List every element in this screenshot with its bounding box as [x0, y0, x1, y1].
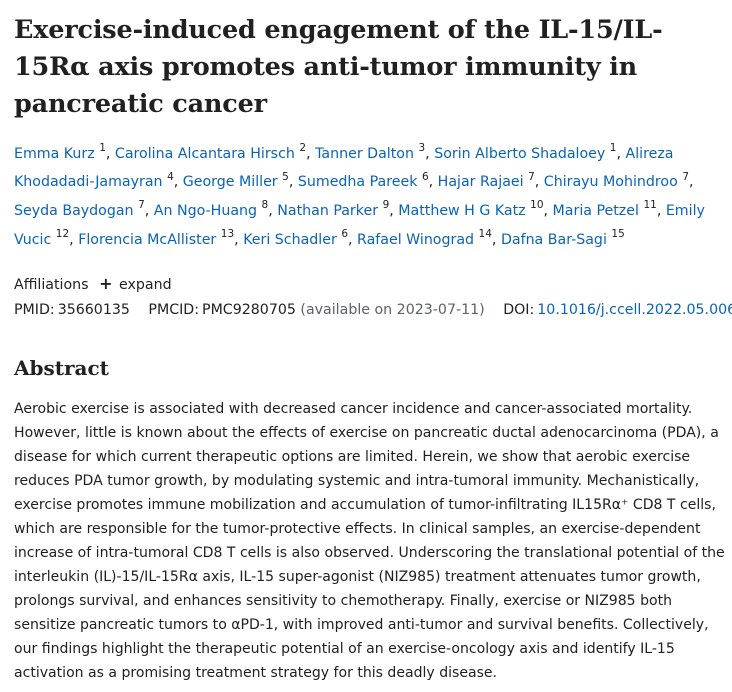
author-affiliation-number[interactable]: 3: [418, 142, 426, 154]
author-name-link[interactable]: Matthew H G Katz: [398, 203, 526, 220]
author-affiliation-number[interactable]: 14: [478, 228, 492, 241]
author-item: George Miller 5,: [182, 170, 298, 191]
author-item: Rafael Winograd 14,: [357, 228, 501, 248]
author-item: Hajar Rajaei 7,: [437, 170, 544, 191]
author-affiliation-number[interactable]: 5: [282, 170, 289, 183]
author-name-link[interactable]: Nathan Parker: [277, 203, 379, 220]
author-item: Florencia McAllister 13,: [78, 228, 244, 248]
identifiers-row: PMID: 35660135 PMCID: PMC9280705 (availabl…: [14, 298, 732, 322]
author-item: Sumedha Pareek 6,: [297, 170, 438, 191]
doi-link[interactable]: 10.1016/j.ccell.2022.05.006: [537, 302, 732, 318]
affiliations-row: Affiliations + expand: [14, 272, 172, 297]
author-item: Chirayu Mohindroo 7,: [543, 170, 694, 191]
author-name-link[interactable]: Rafael Winograd: [357, 231, 475, 248]
author-name-link[interactable]: Keri Schadler: [243, 231, 337, 248]
author-list: Emma Kurz 1, Carolina Alcantara Hirsch 2…: [14, 137, 726, 252]
author-name-link[interactable]: Emily Vucic: [14, 203, 705, 248]
author-affiliation-number[interactable]: 1: [609, 142, 617, 154]
author-item: Keri Schadler 6,: [243, 228, 358, 248]
author-item: Tanner Dalton 3,: [315, 142, 435, 162]
author-item: Emily Vucic 12,: [14, 203, 705, 248]
author-item: Maria Petzel 11,: [552, 199, 666, 220]
author-name-link[interactable]: Tanner Dalton: [315, 145, 414, 162]
author-name-link[interactable]: Chirayu Mohindroo: [543, 174, 678, 191]
author-affiliation-number[interactable]: 7: [528, 170, 535, 183]
pmcid-availability-note: (available on 2023-07-11): [300, 302, 485, 318]
author-item: An Ngo-Huang 8,: [153, 199, 278, 220]
author-affiliation-number[interactable]: 8: [261, 199, 269, 212]
author-affiliation-number[interactable]: 7: [682, 170, 689, 183]
author-affiliation-number[interactable]: 7: [138, 199, 145, 212]
author-item: Dafna Bar-Sagi 15: [500, 228, 625, 248]
author-affiliation-number[interactable]: 6: [341, 228, 349, 241]
author-name-link[interactable]: Seyda Baydogan: [14, 203, 134, 220]
author-name-link[interactable]: Sumedha Pareek: [297, 174, 418, 191]
author-affiliation-number[interactable]: 11: [643, 199, 657, 212]
doi-item: DOI: 10.1016/j.ccell.2022.05.006: [503, 302, 732, 318]
author-name-link[interactable]: Maria Petzel: [552, 203, 639, 220]
author-item: Emma Kurz 1,: [14, 142, 115, 162]
author-affiliation-number[interactable]: 12: [55, 228, 70, 241]
author-name-link[interactable]: Carolina Alcantara Hirsch: [114, 145, 295, 162]
pmcid-item: PMCID: PMC9280705 (available on 2023-07-1…: [148, 302, 489, 318]
author-affiliation-number[interactable]: 15: [611, 228, 625, 241]
article-title: Exercise-induced engagement of the IL-15…: [14, 15, 663, 119]
author-name-link[interactable]: Hajar Rajaei: [437, 174, 524, 191]
pmid-value: 35660135: [57, 302, 130, 318]
pmcid-label: PMCID:: [148, 302, 200, 318]
affiliations-label: Affiliations: [14, 277, 89, 293]
author-name-link[interactable]: George Miller: [182, 174, 278, 191]
author-item: Alireza Khodadadi-Jamayran 4,: [14, 145, 674, 191]
author-name-link[interactable]: Sorin Alberto Shadaloey: [434, 145, 606, 162]
pmid-item: PMID: 35660135: [14, 302, 134, 318]
author-affiliation-number[interactable]: 4: [167, 170, 174, 183]
author-affiliation-number[interactable]: 1: [99, 142, 106, 154]
plus-icon: +: [99, 274, 113, 293]
author-affiliation-number[interactable]: 9: [382, 199, 390, 212]
author-item: Carolina Alcantara Hirsch 2,: [114, 142, 316, 162]
author-affiliation-number[interactable]: 13: [220, 228, 235, 241]
abstract-text: Aerobic exercise is associated with decr…: [14, 401, 725, 681]
author-name-link[interactable]: Emma Kurz: [14, 145, 95, 162]
affiliations-expand-button[interactable]: + expand: [99, 274, 172, 293]
author-affiliation-number[interactable]: 2: [299, 142, 307, 154]
doi-label: DOI:: [503, 302, 535, 318]
author-name-link[interactable]: Florencia McAllister: [78, 231, 217, 248]
author-name-link[interactable]: An Ngo-Huang: [153, 203, 258, 220]
author-item: Matthew H G Katz 10,: [398, 199, 553, 220]
author-item: Seyda Baydogan 7,: [14, 199, 154, 220]
author-affiliation-number[interactable]: 10: [530, 199, 544, 212]
author-affiliation-number[interactable]: 6: [421, 170, 429, 183]
author-name-link[interactable]: Dafna Bar-Sagi: [500, 231, 607, 248]
author-item: Sorin Alberto Shadaloey 1,: [434, 142, 626, 162]
pmid-label: PMID:: [14, 302, 55, 318]
expand-label: expand: [119, 277, 172, 293]
pmcid-value: PMC9280705: [202, 302, 296, 318]
abstract-heading: Abstract: [14, 356, 109, 380]
author-name-link[interactable]: Alireza Khodadadi-Jamayran: [14, 145, 674, 191]
author-item: Nathan Parker 9,: [277, 199, 399, 220]
